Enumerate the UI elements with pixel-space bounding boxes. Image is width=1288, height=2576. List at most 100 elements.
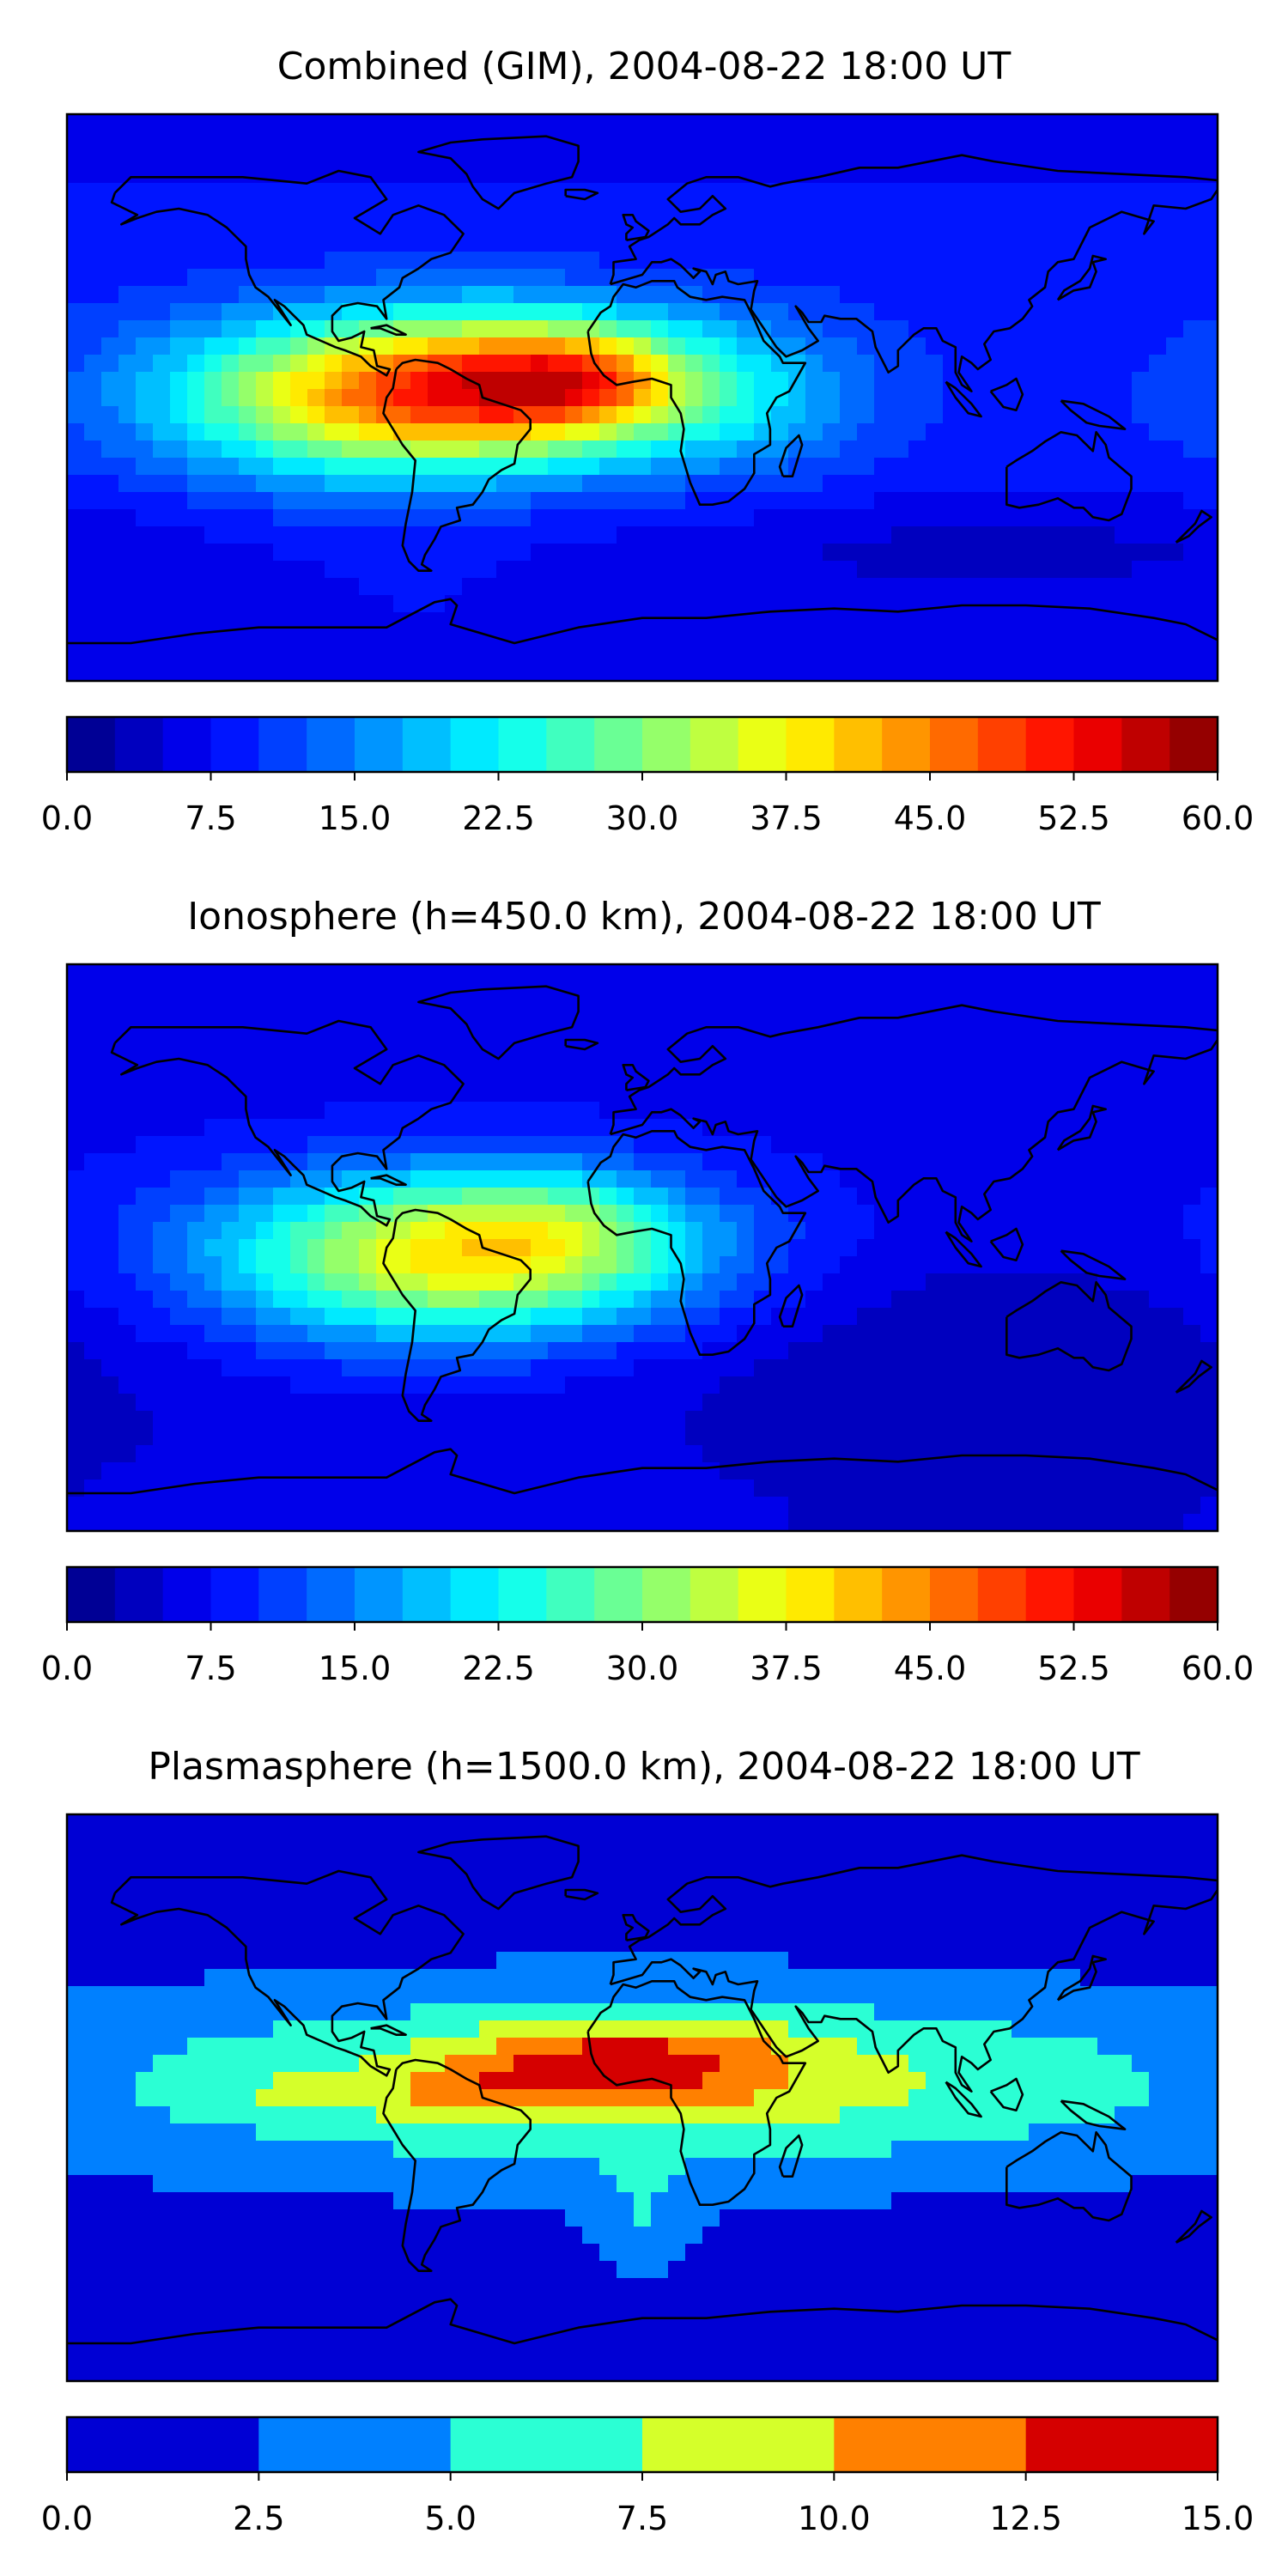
tec-cell [1183, 1479, 1201, 1498]
tec-cell [479, 1376, 497, 1394]
tec-cell [67, 389, 85, 407]
tec-cell [1097, 561, 1115, 579]
tec-cell [891, 423, 909, 441]
tec-cell [1149, 629, 1167, 647]
tec-cell [1097, 1308, 1115, 1326]
tec-cell [1012, 1325, 1030, 1343]
tec-cell [977, 1832, 995, 1850]
tec-cell [513, 1222, 532, 1240]
tec-cell [994, 286, 1012, 304]
tec-cell [1166, 440, 1184, 459]
colorbar-swatch [1121, 717, 1170, 772]
tec-cell [857, 1411, 875, 1429]
tec-cell [994, 1883, 1012, 1901]
tec-cell [1029, 561, 1047, 579]
tec-cell [428, 1849, 446, 1867]
tec-cell [1200, 1239, 1218, 1257]
tec-cell [222, 1883, 240, 1901]
tec-cell [994, 355, 1012, 373]
tec-cell [273, 595, 291, 613]
tec-cell [204, 595, 222, 613]
tec-cell [118, 423, 137, 441]
tec-cell [393, 964, 411, 982]
tec-cell [1183, 303, 1201, 321]
tec-cell [222, 372, 240, 390]
tec-cell [256, 475, 274, 493]
tec-cell [754, 166, 772, 184]
tec-cell [943, 595, 961, 613]
tec-cell [531, 303, 549, 321]
tec-cell [651, 647, 669, 665]
tec-cell [376, 578, 394, 596]
tec-cell [702, 114, 720, 132]
tec-cell [462, 578, 480, 596]
tec-cell [634, 423, 652, 441]
tec-cell [737, 234, 755, 252]
tec-cell [153, 217, 171, 235]
tec-cell [204, 475, 222, 493]
tec-cell [376, 1291, 394, 1309]
tec-cell [788, 234, 806, 252]
tec-cell [428, 1342, 446, 1360]
tec-cell [393, 1325, 411, 1343]
tec-cell [376, 1376, 394, 1394]
tec-cell [1166, 1102, 1184, 1120]
colorbar-swatch [450, 717, 500, 772]
tec-cell [977, 252, 995, 270]
tec-cell [101, 1462, 119, 1480]
tec-cell [393, 1342, 411, 1360]
tec-cell [1029, 1497, 1047, 1515]
tec-cell [256, 1342, 274, 1360]
tec-cell [617, 200, 635, 218]
tec-cell [874, 1016, 892, 1034]
tec-cell [1063, 1256, 1081, 1274]
tec-cell [410, 269, 428, 287]
tec-cell [342, 999, 360, 1017]
tec-cell [1097, 1359, 1115, 1377]
tec-cell [685, 440, 703, 459]
tec-cell [857, 595, 875, 613]
tec-cell [788, 269, 806, 287]
tec-cell [513, 1359, 532, 1377]
tec-cell [737, 1067, 755, 1085]
tec-cell [943, 509, 961, 527]
tec-cell [582, 1170, 600, 1188]
tec-cell [136, 423, 154, 441]
tec-cell [222, 406, 240, 424]
tec-cell [994, 252, 1012, 270]
tec-cell [599, 1832, 617, 1850]
tec-cell [582, 166, 600, 184]
tec-cell [513, 303, 532, 321]
tec-cell [307, 1479, 325, 1498]
tec-cell [1166, 1170, 1184, 1188]
tec-cell [1200, 1136, 1218, 1154]
tec-cell [874, 320, 892, 338]
tec-cell [788, 200, 806, 218]
tec-cell [376, 1411, 394, 1429]
tec-cell [754, 1497, 772, 1515]
tec-cell [840, 1411, 858, 1429]
tec-cell [393, 166, 411, 184]
tec-cell [428, 1479, 446, 1498]
tec-cell [702, 1832, 720, 1850]
tec-cell [101, 131, 119, 149]
tec-cell [1132, 1428, 1150, 1446]
tec-cell [771, 1136, 789, 1154]
tec-cell [393, 131, 411, 149]
tec-cell [410, 1119, 428, 1137]
tec-cell [462, 423, 480, 441]
tec-cell [84, 458, 102, 476]
tec-cell [565, 440, 583, 459]
tec-cell [1200, 252, 1218, 270]
tec-cell [720, 664, 738, 681]
tec-cell [531, 114, 549, 132]
tec-cell [617, 1849, 635, 1867]
tec-cell [943, 1900, 961, 1918]
tec-cell [771, 1102, 789, 1120]
tec-cell [1183, 406, 1201, 424]
tec-cell [754, 544, 772, 562]
tec-cell [857, 1394, 875, 1412]
tec-cell [891, 1136, 909, 1154]
tec-cell [1080, 578, 1098, 596]
tec-cell [393, 629, 411, 647]
